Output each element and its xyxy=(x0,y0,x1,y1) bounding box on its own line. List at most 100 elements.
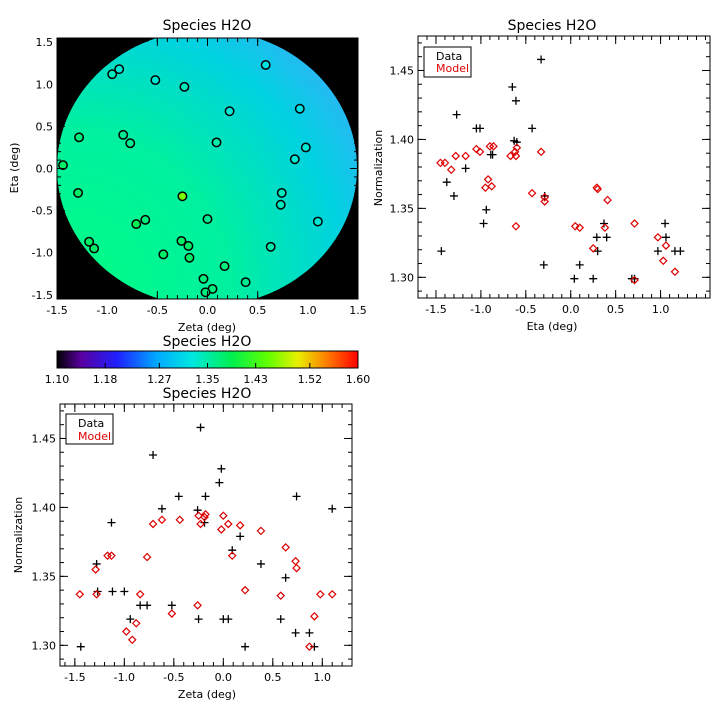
y-tick-label: 1.30 xyxy=(390,271,415,284)
x-tick-label: -0.5 xyxy=(163,671,184,684)
data-point-plus xyxy=(107,518,116,527)
eta-scatter-title: Species H2O xyxy=(508,18,597,34)
data-point-plus xyxy=(528,124,537,133)
data-point-plus xyxy=(174,492,183,501)
y-tick-label: 1.5 xyxy=(36,36,54,49)
x-tick-label: -1.5 xyxy=(46,304,67,317)
model-point-diamond xyxy=(483,175,493,184)
map-point xyxy=(107,69,118,80)
model-point-diamond xyxy=(446,165,456,175)
eta-scatter-xlabel: Eta (deg) xyxy=(527,320,578,333)
data-point-plus xyxy=(143,601,152,610)
map-point xyxy=(114,64,125,75)
model-point-diamond xyxy=(327,589,337,599)
model-point-diamond xyxy=(121,627,131,636)
zeta-scatter-legend-model: Model xyxy=(78,430,111,443)
data-point-plus xyxy=(676,247,685,256)
data-point-plus xyxy=(281,573,290,582)
map-point xyxy=(84,236,95,247)
eta-scatter-ylabel: Normalization xyxy=(372,130,385,206)
model-point-diamond xyxy=(167,609,177,618)
model-point-diamond xyxy=(658,256,668,266)
data-point-plus xyxy=(241,642,250,651)
data-point-plus xyxy=(76,642,85,651)
model-point-diamond xyxy=(240,585,250,595)
data-point-plus xyxy=(592,233,601,242)
zeta-scatter-marks xyxy=(75,423,337,652)
model-point-diamond xyxy=(91,565,100,574)
map-point xyxy=(294,103,305,114)
map-point xyxy=(275,199,286,210)
model-point-diamond xyxy=(256,526,266,536)
map-point xyxy=(179,81,190,92)
model-point-diamond xyxy=(216,525,226,534)
model-point-diamond xyxy=(536,147,546,157)
data-point-plus xyxy=(488,150,497,159)
eta-scatter-axes: -1.5 -1.0 -0.5 0.0 0.5 1.0 1.30 1.35 1.40 1.45 xyxy=(390,36,710,316)
x-tick-label: 0.0 xyxy=(199,304,217,317)
model-point-diamond xyxy=(527,188,537,198)
data-point-plus xyxy=(599,219,608,228)
data-point-plus xyxy=(236,532,245,541)
x-tick-label: -1.5 xyxy=(64,671,85,684)
model-point-diamond xyxy=(227,551,237,561)
x-tick-label: 0.5 xyxy=(264,671,282,684)
zeta-scatter-ylabel: Normalization xyxy=(12,497,25,573)
x-tick-label: -0.5 xyxy=(515,303,536,316)
y-tick-label: 1.35 xyxy=(390,202,415,215)
model-point-diamond xyxy=(603,195,612,205)
x-tick-label: 1.0 xyxy=(652,303,670,316)
colorbar-panel: Species H2O 1.10 1.18 1.27 1.35 1.43 1.52 1.60 xyxy=(45,334,371,386)
map-point xyxy=(176,235,187,246)
x-tick-label: 1.0 xyxy=(314,671,332,684)
x-tick-label: 0.5 xyxy=(249,304,267,317)
model-point-diamond xyxy=(540,197,550,206)
data-point-plus xyxy=(328,504,337,513)
data-point-plus xyxy=(449,191,458,200)
y-tick-label: -1.0 xyxy=(32,247,53,260)
data-point-plus xyxy=(310,642,319,651)
model-point-diamond xyxy=(92,589,101,599)
y-tick-label: 1.45 xyxy=(390,64,415,77)
model-point-diamond xyxy=(575,223,585,233)
x-tick-label: -1.0 xyxy=(114,671,135,684)
x-tick-label: 1.0 xyxy=(299,304,317,317)
model-point-diamond xyxy=(511,221,521,231)
map-point xyxy=(125,138,136,149)
map-point xyxy=(202,214,213,224)
model-point-diamond xyxy=(276,591,286,601)
map-point xyxy=(240,277,251,288)
model-point-diamond xyxy=(588,244,598,253)
model-point-diamond xyxy=(281,543,291,552)
model-point-diamond xyxy=(315,589,325,599)
map-point xyxy=(150,75,161,86)
data-point-plus xyxy=(292,492,301,501)
model-point-diamond xyxy=(157,515,167,525)
map-point xyxy=(73,187,84,198)
map-point xyxy=(219,261,230,272)
map-point xyxy=(289,154,300,165)
data-point-plus xyxy=(276,615,285,624)
model-point-diamond xyxy=(661,241,671,250)
model-point-diamond xyxy=(107,551,116,561)
map-point xyxy=(312,216,323,227)
model-point-diamond xyxy=(451,151,461,161)
y-tick-label: 1.35 xyxy=(32,570,57,583)
map-point xyxy=(260,59,271,70)
map-point xyxy=(74,132,85,143)
model-point-diamond xyxy=(310,612,319,621)
data-point-plus xyxy=(442,178,451,187)
y-tick-label: 1.45 xyxy=(32,432,57,445)
x-tick-label: -1.0 xyxy=(96,304,117,317)
data-point-plus xyxy=(120,587,129,596)
model-point-diamond xyxy=(201,509,210,519)
eta-scatter-legend-model: Model xyxy=(436,62,469,75)
zeta-scatter-title: Species H2O xyxy=(163,386,252,402)
model-point-diamond xyxy=(485,141,495,151)
model-point-diamond xyxy=(194,511,203,521)
model-point-diamond xyxy=(489,141,498,151)
data-point-plus xyxy=(575,260,584,269)
model-point-diamond xyxy=(291,556,300,566)
model-point-diamond xyxy=(630,219,639,228)
